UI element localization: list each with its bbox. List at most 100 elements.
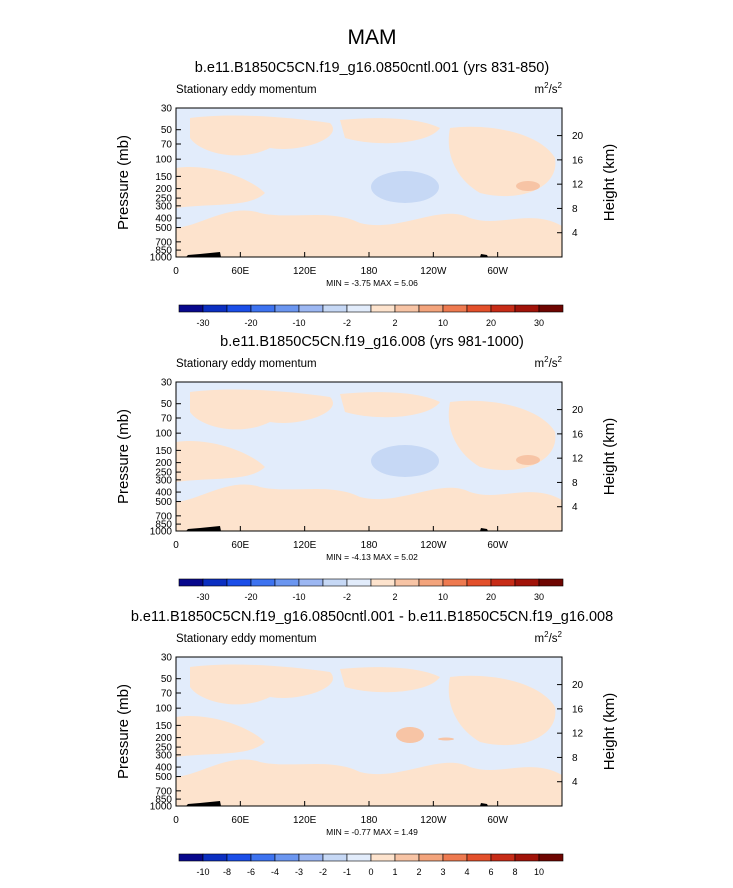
pressure-tick-label: 100 [155,429,172,440]
pressure-tick-label: 400 [155,763,172,774]
pressure-tick-label: 50 [161,125,173,136]
colorbar-box [178,578,204,587]
colorbar-box [514,304,540,313]
colorbar-label: 0 [368,867,373,877]
topography-mask [480,254,488,257]
colorbar-box [274,304,300,313]
panel-title: b.e11.B1850C5CN.f19_g16.0850cntl.001 (yr… [195,60,549,76]
pressure-tick-label: 700 [155,511,172,522]
units-sup2: 2 [558,630,563,639]
topography-mask [480,803,488,806]
colorbar-box [490,304,516,313]
y-axis-label: Pressure (mb) [115,409,132,504]
pressure-tick-label: 850 [155,246,172,257]
colorbar-box [442,304,468,313]
pressure-tick-label: 300 [155,750,172,761]
pressure-tick-label: 100 [155,155,172,166]
colorbar-label: -30 [196,318,209,328]
height-tick-label: 20 [572,131,584,142]
lon-tick-label: 120W [420,540,447,551]
units-label: m2/s2 [535,355,563,370]
colorbar-box [418,304,444,313]
colorbar-label: -10 [196,867,209,877]
panel-left-label: Stationary eddy momentum [176,358,317,370]
height-tick-label: 12 [572,180,584,191]
units-sep: /s [549,633,558,645]
units-sup: 2 [544,630,549,639]
colorbar-label: -30 [196,592,209,602]
panel-title: b.e11.B1850C5CN.f19_g16.008 (yrs 981-100… [220,334,524,350]
units-label: m2/s2 [535,630,563,645]
topography-mask [186,801,221,806]
y-right-axis-label: Height (km) [601,418,618,496]
contour-level-pos1 [176,484,562,531]
panel-1: b.e11.B1850C5CN.f19_g16.0850cntl.001 (yr… [115,60,618,328]
pressure-tick-label: 1000 [150,527,173,538]
contour-level-pos1 [340,392,440,418]
contour-level-neg2 [371,171,439,203]
colorbar-box [178,304,204,313]
lon-tick-label: 60W [487,540,508,551]
colorbar-box [298,853,324,862]
min-max-label: MIN = -0.77 MAX = 1.49 [326,827,418,837]
units-sup2: 2 [558,355,563,364]
colorbar-box [322,853,348,862]
colorbar-label: 2 [392,318,397,328]
units-label: m2/s2 [535,81,563,96]
units-sup: 2 [544,355,549,364]
pressure-tick-label: 150 [155,721,172,732]
lon-tick-label: 60E [231,540,249,551]
height-tick-label: 8 [572,478,578,489]
colorbar-label: 20 [486,592,496,602]
height-tick-label: 12 [572,729,584,740]
lon-tick-label: 60E [231,266,249,277]
contour-level-pos1 [176,759,562,806]
colorbar-box [490,853,516,862]
colorbar-box [370,578,396,587]
colorbar-box [274,578,300,587]
panel-3: b.e11.B1850C5CN.f19_g16.0850cntl.001 - b… [115,609,618,877]
pressure-tick-label: 500 [155,497,172,508]
pressure-tick-label: 70 [161,689,173,700]
lon-tick-label: 0 [173,540,179,551]
colorbar-box [442,578,468,587]
lon-tick-label: 120W [420,266,447,277]
pressure-tick-label: 70 [161,414,173,425]
colorbar-label: 30 [534,318,544,328]
height-tick-label: 16 [572,429,584,440]
panel-left-label: Stationary eddy momentum [176,84,317,96]
pressure-tick-label: 500 [155,772,172,783]
contour-field [176,108,562,257]
colorbar-box [322,304,348,313]
lon-tick-label: 60W [487,266,508,277]
units-sup: 2 [544,81,549,90]
lon-tick-label: 120W [420,815,447,826]
colorbar-label: 6 [488,867,493,877]
colorbar-box [466,853,492,862]
colorbar-box [418,853,444,862]
units-base: m [535,84,545,96]
pressure-tick-label: 200 [155,733,172,744]
colorbar-box [274,853,300,862]
height-tick-label: 16 [572,704,584,715]
colorbar-box [418,578,444,587]
min-max-label: MIN = -4.13 MAX = 5.02 [326,552,418,562]
colorbar-label: -4 [271,867,279,877]
panel-2: b.e11.B1850C5CN.f19_g16.008 (yrs 981-100… [115,334,618,602]
height-tick-label: 4 [572,228,578,239]
colorbar-box [202,304,228,313]
lon-tick-label: 180 [361,266,378,277]
pressure-tick-label: 500 [155,223,172,234]
pressure-tick-label: 400 [155,488,172,499]
colorbar-label: 8 [512,867,517,877]
colorbar-box [346,304,372,313]
pressure-tick-label: 30 [161,378,173,389]
pressure-tick-label: 250 [155,194,172,205]
pressure-tick-label: 300 [155,475,172,486]
colorbar-box [346,853,372,862]
height-tick-label: 20 [572,680,584,691]
colorbar-box [394,853,420,862]
pressure-tick-label: 700 [155,237,172,248]
pressure-tick-label: 200 [155,458,172,469]
y-axis-label: Pressure (mb) [115,684,132,779]
